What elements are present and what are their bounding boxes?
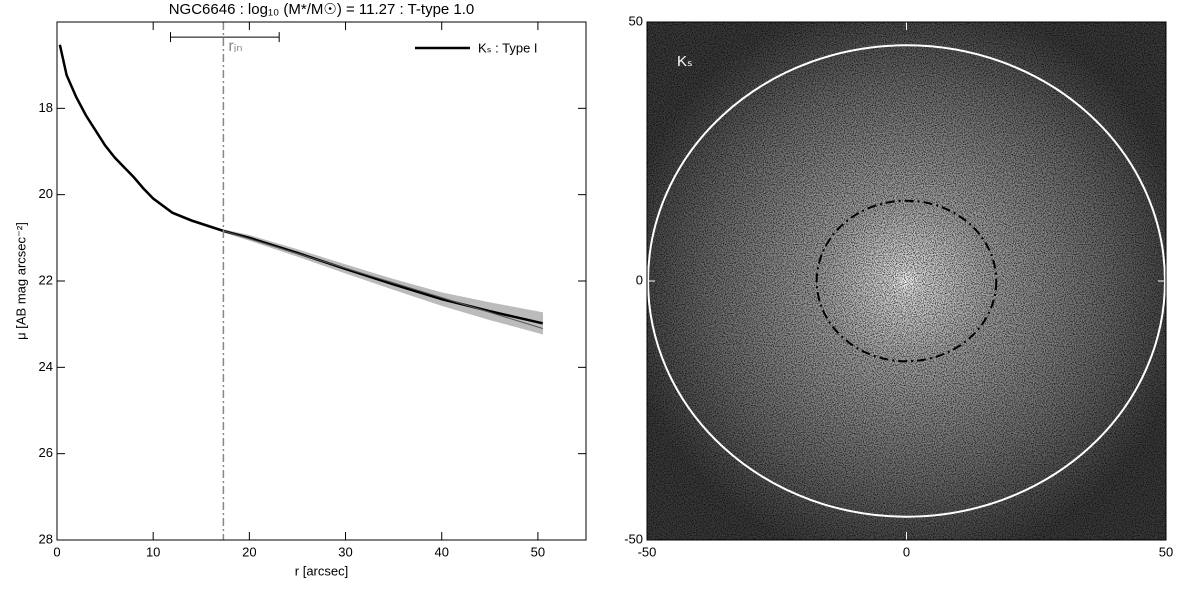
x-tick-label: 10 — [146, 544, 160, 559]
y-tick-label: 50 — [629, 13, 643, 28]
y-tick-label: -50 — [624, 531, 643, 546]
x-axis-label: r [arcsec] — [295, 563, 348, 578]
plot-frame — [646, 21, 1167, 541]
y-tick-label: 28 — [39, 531, 53, 546]
legend-label: Kₛ : Type I — [478, 40, 538, 55]
band-label: Kₛ — [677, 53, 693, 70]
aperture — [815, 199, 998, 363]
x-tick-label: 30 — [338, 544, 352, 559]
x-tick-label: 0 — [903, 544, 910, 559]
x-tick-label: 50 — [531, 544, 545, 559]
y-axis-label: μ [AB mag arcsec⁻²] — [13, 222, 28, 340]
x-tick-label: 50 — [1159, 544, 1173, 559]
chart-title: NGC6646 : log₁₀ (M*/M☉) = 11.27 : T-type… — [169, 1, 475, 18]
x-tick-label: 20 — [242, 544, 256, 559]
image — [647, 22, 1166, 540]
y-tick-label: 18 — [39, 100, 53, 115]
r-in-label: rᵢₙ — [228, 38, 242, 55]
y-tick-label: 24 — [39, 359, 53, 374]
x-tick-label: -50 — [638, 544, 657, 559]
plot-frame — [56, 21, 587, 541]
data-line — [58, 44, 543, 325]
y-tick-label: 0 — [636, 272, 643, 287]
x-tick-label: 0 — [53, 544, 60, 559]
x-tick-label: 40 — [434, 544, 448, 559]
data-line — [223, 230, 543, 329]
y-tick-label: 20 — [39, 186, 53, 201]
image-noise — [647, 22, 1166, 540]
y-tick-label: 26 — [39, 445, 53, 460]
y-tick-label: 22 — [39, 272, 53, 287]
